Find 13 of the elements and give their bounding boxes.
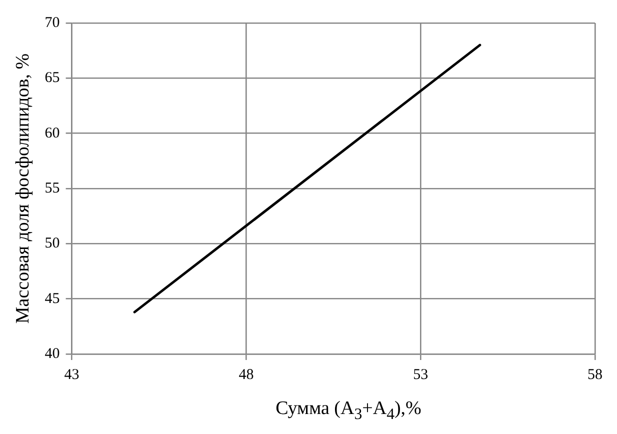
y-tick-label: 60 [44, 125, 60, 142]
x-tick-label: 53 [413, 366, 428, 383]
y-tick-label: 45 [44, 290, 60, 307]
y-tick-label: 40 [44, 346, 60, 362]
y-tick-label: 70 [44, 14, 60, 31]
y-tick-label: 50 [44, 236, 60, 252]
x-tick-label: 48 [238, 366, 254, 383]
y-tick-label: 65 [44, 70, 60, 86]
x-tick-label: 58 [588, 366, 602, 383]
x-tick-label: 43 [64, 366, 80, 383]
y-tick-label: 55 [44, 180, 60, 196]
y-axis-title: Массовая доля фосфолипидов, % [12, 53, 34, 324]
x-axis-title: Сумма (A$_{3}$+A$_{4}$),% [274, 398, 422, 424]
